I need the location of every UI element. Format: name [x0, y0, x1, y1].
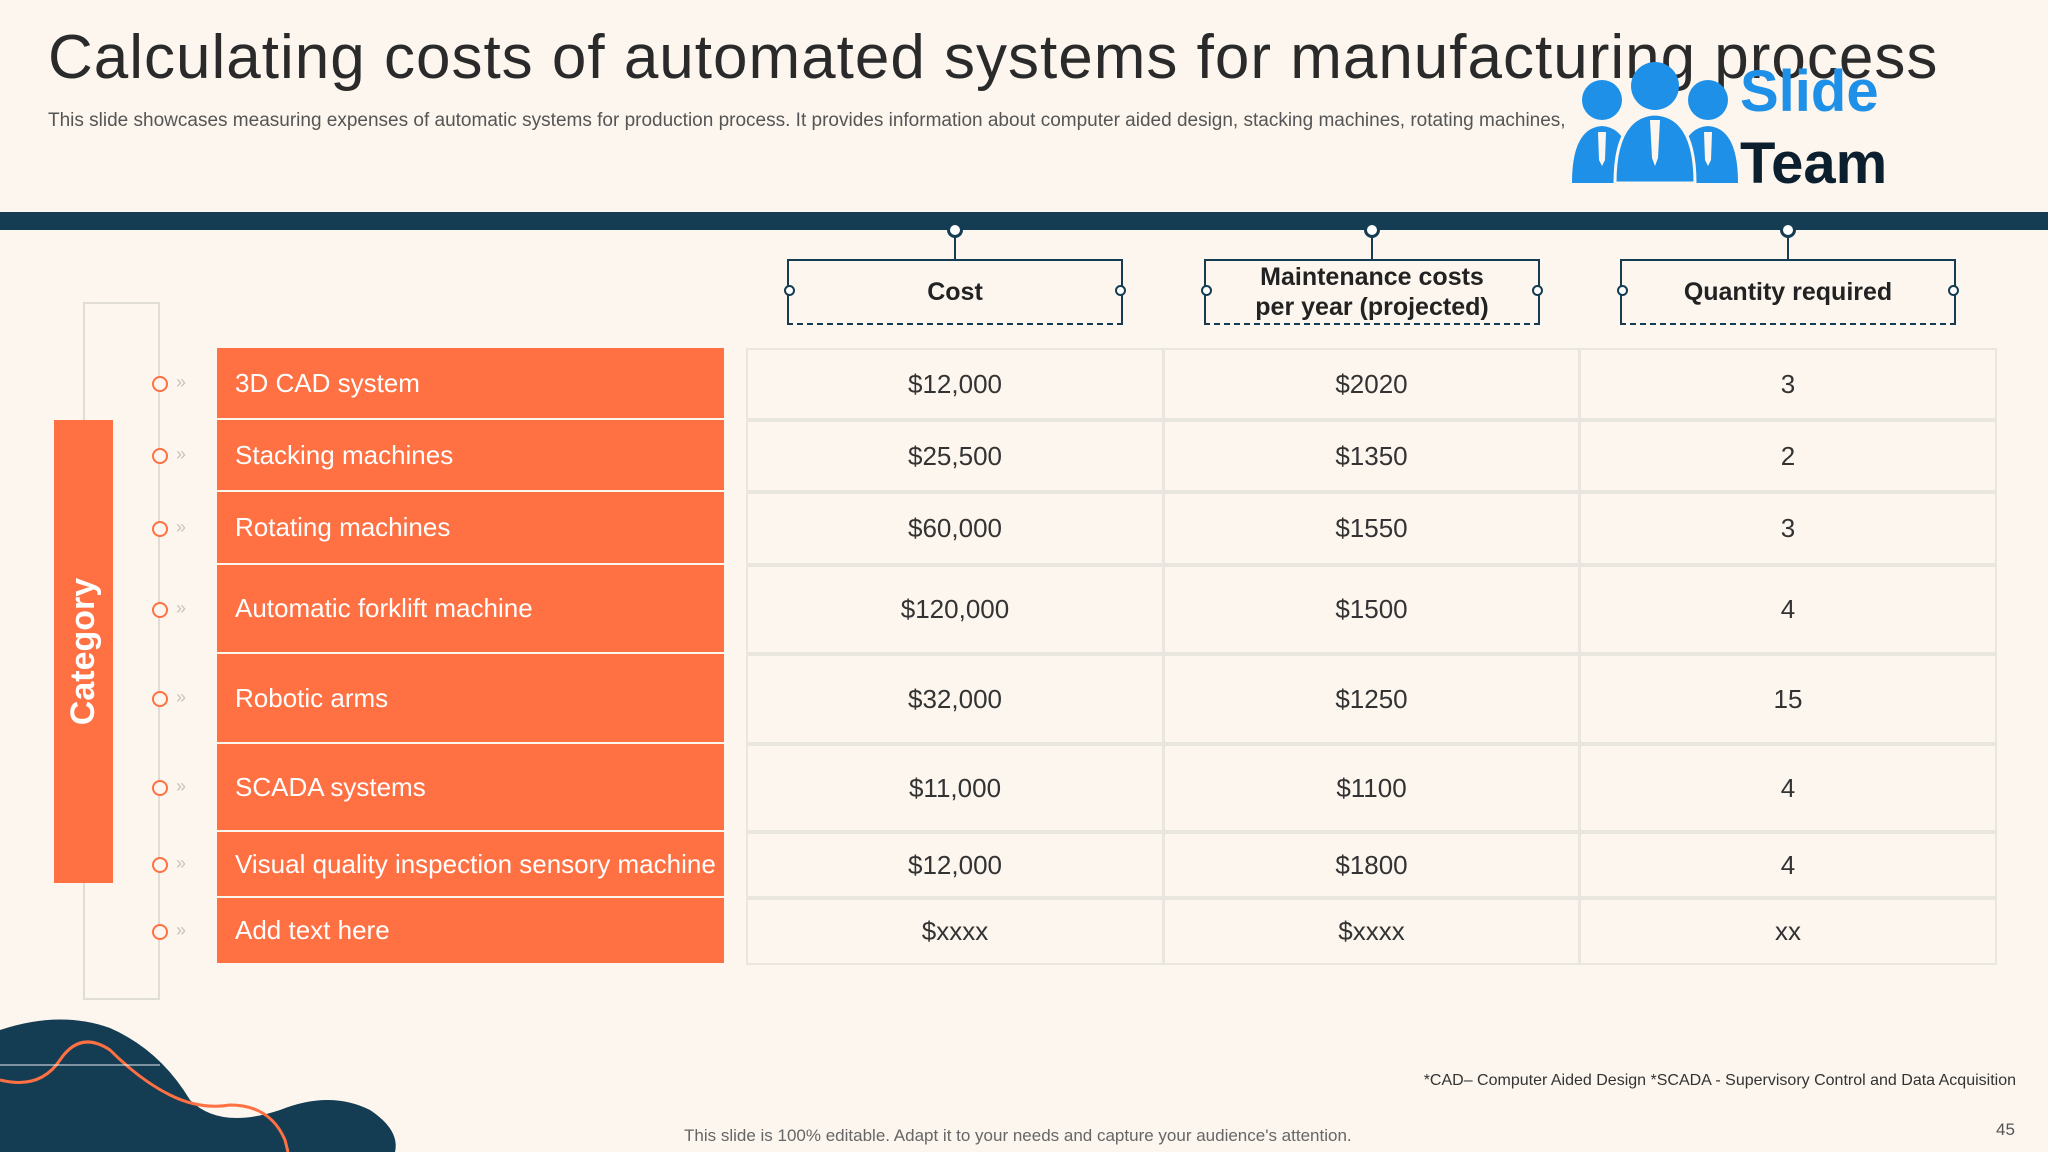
page-title: Calculating costs of automated systems f…	[48, 23, 1939, 92]
circle-marker-icon	[1617, 285, 1628, 296]
circle-marker-icon	[1532, 285, 1543, 296]
table-cell-cost: $120,000	[746, 565, 1164, 654]
row-label: Visual quality inspection sensory machin…	[217, 832, 724, 898]
page-number: 45	[1996, 1120, 2015, 1139]
row-label: SCADA systems	[217, 744, 724, 832]
double-chevron-icon: »	[176, 853, 187, 873]
double-chevron-icon: »	[176, 516, 187, 537]
circle-marker-icon	[152, 520, 168, 537]
table-cell-quantity: 2	[1579, 420, 1997, 492]
table-cell-quantity: 4	[1579, 832, 1997, 898]
row-label: Automatic forklift machine	[217, 565, 724, 654]
circle-marker-icon	[152, 780, 168, 796]
logo-word-team: Team	[1740, 131, 1888, 196]
people-group-icon	[1572, 62, 1738, 185]
table-cell-cost: $12,000	[746, 832, 1164, 898]
circle-marker-icon	[152, 691, 168, 707]
table-cell-quantity: 3	[1579, 492, 1997, 565]
header-band	[0, 212, 2048, 230]
footnote: *CAD– Computer Aided Design *SCADA - Sup…	[1423, 1072, 2016, 1089]
row-label: Stacking machines	[217, 420, 724, 492]
table-cell-maintenance: $1800	[1163, 832, 1580, 898]
table-cell-quantity: xx	[1579, 898, 1997, 965]
table-cell-cost: $32,000	[746, 654, 1164, 744]
row-label: Rotating machines	[217, 492, 724, 565]
slideteam-logo: Slide Team	[1570, 58, 1980, 196]
table-cell-maintenance: $2020	[1163, 348, 1580, 420]
double-chevron-icon: »	[176, 444, 187, 464]
row-label: 3D CAD system	[217, 348, 724, 420]
category-bar: Category	[54, 420, 113, 883]
column-header-cost: Cost	[784, 259, 1126, 325]
circle-marker-icon	[1115, 285, 1126, 296]
double-chevron-icon: »	[176, 776, 187, 796]
circle-marker-icon	[152, 448, 168, 464]
circle-marker-icon	[1364, 222, 1380, 238]
logo-word-slide: Slide	[1740, 59, 1879, 124]
table-cell-cost: $25,500	[746, 420, 1164, 492]
category-label: Category	[64, 577, 102, 726]
table-cell-maintenance: $1550	[1163, 492, 1580, 565]
circle-marker-icon	[1948, 285, 1959, 296]
decorative-wave	[0, 1019, 396, 1152]
footer-note: This slide is 100% editable. Adapt it to…	[684, 1126, 1352, 1145]
row-label: Add text here	[217, 898, 724, 965]
column-header-label: Quantity required	[1683, 278, 1893, 306]
table-cell-quantity: 15	[1579, 654, 1997, 744]
table-cell-cost: $60,000	[746, 492, 1164, 565]
table-cell-cost: $xxxx	[746, 898, 1164, 965]
column-header-label: Cost	[927, 278, 983, 306]
circle-marker-icon	[152, 376, 168, 392]
table-cell-maintenance: $1500	[1163, 565, 1580, 654]
table-cell-quantity: 4	[1579, 565, 1997, 654]
table-cell-maintenance: $xxxx	[1163, 898, 1580, 965]
table-cell-quantity: 4	[1579, 744, 1997, 832]
column-header-quantity: Quantity required	[1617, 259, 1959, 325]
double-chevron-icon: »	[176, 919, 187, 940]
circle-marker-icon	[152, 923, 168, 940]
table-cell-maintenance: $1100	[1163, 744, 1580, 832]
table-cell-quantity: 3	[1579, 348, 1997, 420]
circle-marker-icon	[152, 601, 168, 618]
page-subtitle: This slide showcases measuring expenses …	[48, 110, 1566, 131]
double-chevron-icon: »	[176, 687, 187, 707]
column-connector	[1371, 230, 1373, 260]
circle-marker-icon	[1780, 222, 1796, 238]
table-cell-maintenance: $1350	[1163, 420, 1580, 492]
circle-marker-icon	[1201, 285, 1212, 296]
double-chevron-icon: »	[176, 372, 187, 392]
row-label: Robotic arms	[217, 654, 724, 744]
column-connector	[954, 230, 956, 260]
column-header-label: Maintenance costs per year (projected)	[1255, 263, 1489, 321]
circle-marker-icon	[784, 285, 795, 296]
circle-marker-icon	[947, 222, 963, 238]
column-header-maintenance: Maintenance costs per year (projected)	[1201, 259, 1543, 325]
double-chevron-icon: »	[176, 597, 187, 618]
circle-marker-icon	[152, 857, 168, 873]
column-connector	[1787, 230, 1789, 260]
table-cell-maintenance: $1250	[1163, 654, 1580, 744]
table-cell-cost: $12,000	[746, 348, 1164, 420]
table-cell-cost: $11,000	[746, 744, 1164, 832]
